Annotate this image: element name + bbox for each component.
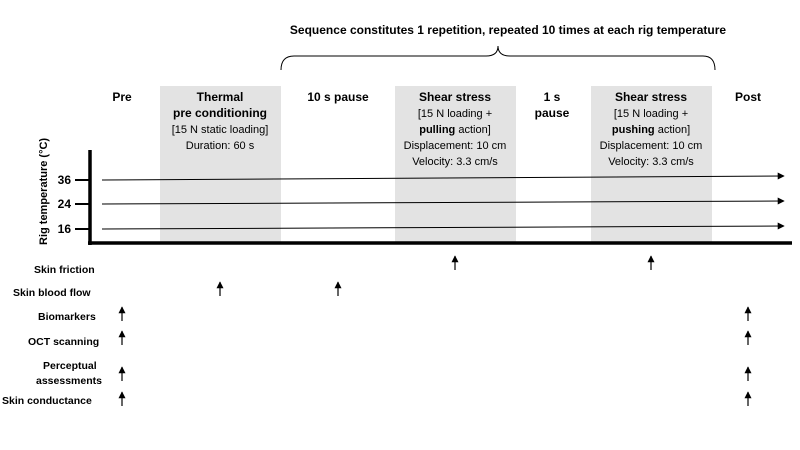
pull-phase-column — [395, 86, 516, 243]
measure-skin-blood-flow: Skin blood flow — [13, 287, 91, 299]
thermal-phase-column — [160, 86, 281, 243]
thermal-title-1: Thermal — [197, 90, 244, 104]
measure-biomarkers: Biomarkers — [38, 311, 96, 323]
pull-action-bold: pulling — [419, 124, 455, 136]
pull-line-3: Displacement: 10 cm — [404, 140, 507, 152]
measure-perceptual-2: assessments — [36, 375, 102, 387]
measure-perceptual-1: Perceptual — [43, 360, 97, 372]
push-action-rest: action] — [655, 124, 690, 136]
pause1-line-2: pause — [535, 106, 570, 120]
push-action-bold: pushing — [612, 124, 655, 136]
temp-label-16: 16 — [58, 222, 72, 236]
timeline-arrow-16 — [101, 222, 785, 230]
push-line-2: pushing action] — [612, 124, 690, 136]
repetition-brace — [280, 45, 716, 71]
pause1-line-1: 1 s — [544, 90, 561, 104]
y-axis-label: Rig temperature (°C) — [38, 138, 50, 245]
temp-label-36: 36 — [58, 173, 72, 187]
sequence-note: Sequence constitutes 1 repetition, repea… — [290, 23, 726, 37]
measure-skin-friction: Skin friction — [34, 264, 95, 276]
push-line-4: Velocity: 3.3 cm/s — [608, 156, 694, 168]
phase-post-label: Post — [735, 90, 761, 104]
temp-label-24: 24 — [58, 197, 72, 211]
timeline-arrow-24 — [101, 197, 785, 205]
pull-line-2: pulling action] — [419, 124, 491, 136]
pull-action-rest: action] — [455, 124, 490, 136]
thermal-line-2: Duration: 60 s — [186, 140, 255, 152]
measure-oct-scanning: OCT scanning — [28, 336, 99, 348]
push-title: Shear stress — [615, 90, 687, 104]
pull-line-4: Velocity: 3.3 cm/s — [412, 156, 498, 168]
thermal-title-2: pre conditioning — [173, 106, 267, 120]
phase-pre-label: Pre — [112, 90, 132, 104]
phase-pause10-label: 10 s pause — [307, 90, 369, 104]
timeline-arrow-36 — [101, 172, 785, 181]
thermal-line-1: [15 N static loading] — [172, 124, 269, 136]
pull-title: Shear stress — [419, 90, 491, 104]
measure-skin-conductance: Skin conductance — [2, 395, 92, 407]
pull-line-1: [15 N loading + — [418, 108, 492, 120]
push-phase-column — [591, 86, 712, 243]
push-line-1: [15 N loading + — [614, 108, 688, 120]
push-line-3: Displacement: 10 cm — [600, 140, 703, 152]
